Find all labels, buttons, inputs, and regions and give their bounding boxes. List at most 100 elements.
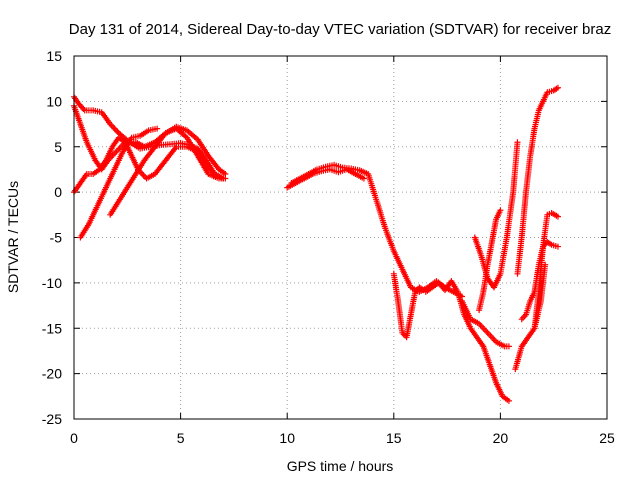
series-arc-3 [71, 134, 227, 196]
data-point [480, 263, 491, 295]
data-point [476, 291, 486, 314]
data-point [390, 270, 401, 303]
data-point [365, 171, 380, 203]
data-point [476, 320, 490, 335]
data-point [497, 207, 504, 214]
data-point [484, 329, 498, 344]
series-arc-13 [514, 84, 561, 277]
data-point [216, 166, 227, 176]
data-point [111, 150, 126, 173]
data-point [403, 313, 414, 341]
data-point [314, 164, 327, 173]
x-tick-label: 20 [493, 430, 509, 446]
data-point [548, 210, 560, 219]
data-point [493, 379, 505, 398]
data-point [356, 167, 370, 177]
data-point [399, 266, 413, 289]
data-point [448, 278, 460, 294]
y-tick-label: -20 [42, 366, 62, 382]
data-point [510, 141, 521, 196]
series-arc-5 [107, 125, 229, 218]
data-point [535, 245, 546, 295]
data-point [540, 213, 550, 250]
data-point [132, 139, 146, 149]
x-tick-label: 0 [70, 430, 78, 446]
data-point [331, 161, 344, 170]
data-point [395, 298, 406, 334]
data-point [143, 171, 157, 182]
data-point [90, 167, 101, 177]
data-point [284, 181, 297, 191]
series-arc-9 [422, 278, 512, 404]
data-point [531, 109, 542, 132]
data-point [535, 100, 546, 114]
data-point [301, 171, 315, 182]
data-point [382, 225, 397, 253]
data-point [184, 127, 200, 142]
data-point [554, 243, 561, 250]
y-tick-label: 5 [54, 139, 62, 155]
data-point [505, 397, 512, 404]
y-tick-label: -10 [42, 275, 62, 291]
data-point [505, 343, 512, 350]
data-point [499, 393, 511, 403]
data-point [162, 145, 179, 164]
data-point [544, 88, 555, 96]
data-point [152, 131, 168, 150]
data-point [98, 109, 112, 126]
data-point [493, 338, 506, 349]
data-point [525, 326, 537, 341]
data-point [297, 171, 310, 182]
data-point [527, 290, 537, 304]
x-tick-label: 10 [279, 430, 295, 446]
data-point [518, 313, 528, 323]
data-point [360, 175, 367, 182]
data-point [205, 171, 221, 181]
data-point [203, 161, 217, 176]
data-point [194, 136, 211, 158]
series-arc-16 [531, 210, 561, 332]
data-point [514, 236, 525, 277]
data-point [467, 325, 479, 339]
x-tick-label: 15 [386, 430, 402, 446]
data-point [459, 298, 473, 321]
series-arc-4 [77, 125, 161, 241]
data-point [399, 329, 409, 339]
data-point [115, 134, 127, 145]
data-point [107, 121, 121, 135]
data-point [523, 154, 533, 196]
x-tick-label: 5 [177, 430, 185, 446]
x-tick-label: 25 [599, 430, 615, 446]
data-point [501, 343, 510, 350]
data-point [523, 300, 533, 318]
data-point [424, 279, 438, 291]
data-point [373, 198, 388, 230]
data-point [503, 191, 516, 241]
x-axis-label: GPS time / hours [287, 458, 394, 474]
data-point [544, 239, 554, 247]
data-point [544, 210, 553, 218]
data-point [85, 204, 100, 227]
series-arc-8 [390, 270, 427, 341]
data-point [115, 186, 130, 205]
data-point [137, 128, 150, 139]
data-point [531, 291, 542, 332]
data-point [486, 361, 499, 384]
data-point [107, 199, 121, 218]
data-point [103, 168, 117, 191]
data-point [75, 100, 87, 112]
data-point [461, 311, 473, 330]
data-point [518, 335, 530, 350]
data-point [488, 218, 499, 245]
series-arc-10 [459, 298, 512, 350]
data-point [154, 125, 161, 132]
y-tick-label: -15 [42, 320, 62, 336]
data-point [205, 152, 221, 171]
grid-lines [74, 56, 607, 419]
data-point [407, 290, 418, 318]
data-point [416, 284, 426, 293]
y-tick-label: 10 [46, 93, 62, 109]
data-point [77, 121, 90, 144]
data-point [288, 176, 302, 186]
